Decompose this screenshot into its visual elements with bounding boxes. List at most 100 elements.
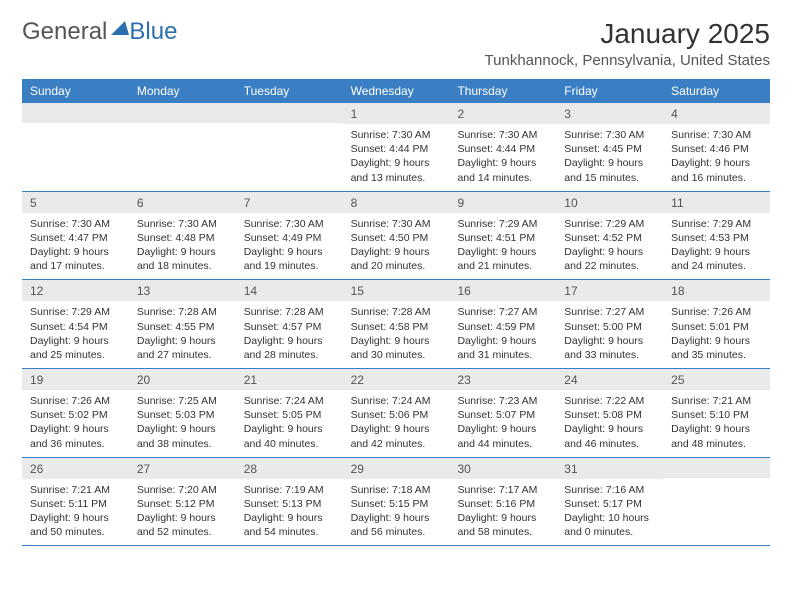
day-info-line: Sunrise: 7:30 AM	[351, 217, 442, 231]
day-number: 30	[449, 458, 556, 479]
day-info-line: Sunrise: 7:24 AM	[351, 394, 442, 408]
day-info-line: Sunrise: 7:29 AM	[671, 217, 762, 231]
day-info-line: Sunset: 5:07 PM	[457, 408, 548, 422]
day-cell: 25Sunrise: 7:21 AMSunset: 5:10 PMDayligh…	[663, 369, 770, 457]
day-body	[22, 123, 129, 133]
day-info-line: Sunset: 4:54 PM	[30, 320, 121, 334]
day-number: 1	[343, 103, 450, 124]
day-body: Sunrise: 7:26 AMSunset: 5:02 PMDaylight:…	[22, 390, 129, 457]
day-info-line: Sunrise: 7:26 AM	[30, 394, 121, 408]
day-info-line: Sunset: 5:13 PM	[244, 497, 335, 511]
day-body: Sunrise: 7:30 AMSunset: 4:44 PMDaylight:…	[343, 124, 450, 191]
day-cell: 31Sunrise: 7:16 AMSunset: 5:17 PMDayligh…	[556, 458, 663, 546]
day-info-line: Sunset: 5:01 PM	[671, 320, 762, 334]
day-number: 29	[343, 458, 450, 479]
day-info-line: Daylight: 9 hours and 14 minutes.	[457, 156, 548, 184]
day-info-line: Daylight: 9 hours and 15 minutes.	[564, 156, 655, 184]
day-info-line: Daylight: 9 hours and 22 minutes.	[564, 245, 655, 273]
day-info-line: Sunset: 5:10 PM	[671, 408, 762, 422]
day-body: Sunrise: 7:28 AMSunset: 4:57 PMDaylight:…	[236, 301, 343, 368]
day-number: 3	[556, 103, 663, 124]
day-cell: 13Sunrise: 7:28 AMSunset: 4:55 PMDayligh…	[129, 280, 236, 368]
day-number: 24	[556, 369, 663, 390]
day-info-line: Sunset: 4:57 PM	[244, 320, 335, 334]
day-body: Sunrise: 7:29 AMSunset: 4:53 PMDaylight:…	[663, 213, 770, 280]
day-cell: 8Sunrise: 7:30 AMSunset: 4:50 PMDaylight…	[343, 192, 450, 280]
day-info-line: Daylight: 9 hours and 48 minutes.	[671, 422, 762, 450]
day-info-line: Daylight: 9 hours and 21 minutes.	[457, 245, 548, 273]
day-body: Sunrise: 7:26 AMSunset: 5:01 PMDaylight:…	[663, 301, 770, 368]
day-info-line: Sunrise: 7:19 AM	[244, 483, 335, 497]
day-info-line: Sunset: 5:08 PM	[564, 408, 655, 422]
day-info-line: Daylight: 9 hours and 16 minutes.	[671, 156, 762, 184]
day-info-line: Sunset: 4:44 PM	[457, 142, 548, 156]
day-info-line: Sunset: 4:48 PM	[137, 231, 228, 245]
day-info-line: Sunrise: 7:20 AM	[137, 483, 228, 497]
day-info-line: Daylight: 9 hours and 19 minutes.	[244, 245, 335, 273]
day-info-line: Sunrise: 7:30 AM	[671, 128, 762, 142]
day-info-line: Sunrise: 7:18 AM	[351, 483, 442, 497]
day-info-line: Daylight: 9 hours and 54 minutes.	[244, 511, 335, 539]
day-info-line: Daylight: 9 hours and 30 minutes.	[351, 334, 442, 362]
weekday-header: Saturday	[663, 79, 770, 103]
day-body: Sunrise: 7:28 AMSunset: 4:58 PMDaylight:…	[343, 301, 450, 368]
day-info-line: Sunset: 4:51 PM	[457, 231, 548, 245]
week-row: 26Sunrise: 7:21 AMSunset: 5:11 PMDayligh…	[22, 458, 770, 547]
day-info-line: Sunrise: 7:27 AM	[564, 305, 655, 319]
day-body: Sunrise: 7:24 AMSunset: 5:05 PMDaylight:…	[236, 390, 343, 457]
day-body: Sunrise: 7:18 AMSunset: 5:15 PMDaylight:…	[343, 479, 450, 546]
week-row: 5Sunrise: 7:30 AMSunset: 4:47 PMDaylight…	[22, 192, 770, 281]
day-info-line: Daylight: 9 hours and 40 minutes.	[244, 422, 335, 450]
day-info-line: Daylight: 9 hours and 46 minutes.	[564, 422, 655, 450]
day-number: 28	[236, 458, 343, 479]
title-block: January 2025 Tunkhannock, Pennsylvania, …	[485, 18, 770, 69]
day-info-line: Sunrise: 7:23 AM	[457, 394, 548, 408]
day-info-line: Sunrise: 7:29 AM	[30, 305, 121, 319]
day-body: Sunrise: 7:21 AMSunset: 5:10 PMDaylight:…	[663, 390, 770, 457]
day-info-line: Sunset: 5:02 PM	[30, 408, 121, 422]
day-info-line: Sunrise: 7:28 AM	[137, 305, 228, 319]
day-info-line: Sunset: 5:00 PM	[564, 320, 655, 334]
calendar: SundayMondayTuesdayWednesdayThursdayFrid…	[22, 79, 770, 546]
day-info-line: Sunrise: 7:21 AM	[30, 483, 121, 497]
day-cell: 19Sunrise: 7:26 AMSunset: 5:02 PMDayligh…	[22, 369, 129, 457]
day-info-line: Sunset: 5:16 PM	[457, 497, 548, 511]
day-info-line: Daylight: 9 hours and 17 minutes.	[30, 245, 121, 273]
day-number: 4	[663, 103, 770, 124]
day-body: Sunrise: 7:30 AMSunset: 4:48 PMDaylight:…	[129, 213, 236, 280]
day-info-line: Sunrise: 7:28 AM	[244, 305, 335, 319]
location: Tunkhannock, Pennsylvania, United States	[485, 52, 770, 69]
day-cell: 21Sunrise: 7:24 AMSunset: 5:05 PMDayligh…	[236, 369, 343, 457]
day-number: 6	[129, 192, 236, 213]
day-info-line: Sunset: 4:46 PM	[671, 142, 762, 156]
day-cell: 2Sunrise: 7:30 AMSunset: 4:44 PMDaylight…	[449, 103, 556, 191]
day-cell: 10Sunrise: 7:29 AMSunset: 4:52 PMDayligh…	[556, 192, 663, 280]
day-info-line: Daylight: 9 hours and 33 minutes.	[564, 334, 655, 362]
day-number: 31	[556, 458, 663, 479]
day-cell: 22Sunrise: 7:24 AMSunset: 5:06 PMDayligh…	[343, 369, 450, 457]
day-body	[236, 123, 343, 133]
day-cell: 24Sunrise: 7:22 AMSunset: 5:08 PMDayligh…	[556, 369, 663, 457]
day-info-line: Daylight: 9 hours and 44 minutes.	[457, 422, 548, 450]
day-info-line: Sunset: 5:17 PM	[564, 497, 655, 511]
day-number: 10	[556, 192, 663, 213]
day-body: Sunrise: 7:19 AMSunset: 5:13 PMDaylight:…	[236, 479, 343, 546]
day-cell	[663, 458, 770, 546]
day-info-line: Sunset: 5:12 PM	[137, 497, 228, 511]
day-cell: 9Sunrise: 7:29 AMSunset: 4:51 PMDaylight…	[449, 192, 556, 280]
weeks-grid: 1Sunrise: 7:30 AMSunset: 4:44 PMDaylight…	[22, 103, 770, 546]
day-info-line: Sunrise: 7:30 AM	[244, 217, 335, 231]
weekday-header: Tuesday	[236, 79, 343, 103]
week-row: 12Sunrise: 7:29 AMSunset: 4:54 PMDayligh…	[22, 280, 770, 369]
day-number: 17	[556, 280, 663, 301]
day-info-line: Sunset: 4:49 PM	[244, 231, 335, 245]
day-body: Sunrise: 7:27 AMSunset: 4:59 PMDaylight:…	[449, 301, 556, 368]
day-info-line: Sunset: 5:11 PM	[30, 497, 121, 511]
day-cell: 27Sunrise: 7:20 AMSunset: 5:12 PMDayligh…	[129, 458, 236, 546]
day-number	[22, 103, 129, 123]
day-cell: 14Sunrise: 7:28 AMSunset: 4:57 PMDayligh…	[236, 280, 343, 368]
day-info-line: Sunset: 4:44 PM	[351, 142, 442, 156]
day-cell: 11Sunrise: 7:29 AMSunset: 4:53 PMDayligh…	[663, 192, 770, 280]
day-info-line: Daylight: 9 hours and 25 minutes.	[30, 334, 121, 362]
day-body: Sunrise: 7:20 AMSunset: 5:12 PMDaylight:…	[129, 479, 236, 546]
